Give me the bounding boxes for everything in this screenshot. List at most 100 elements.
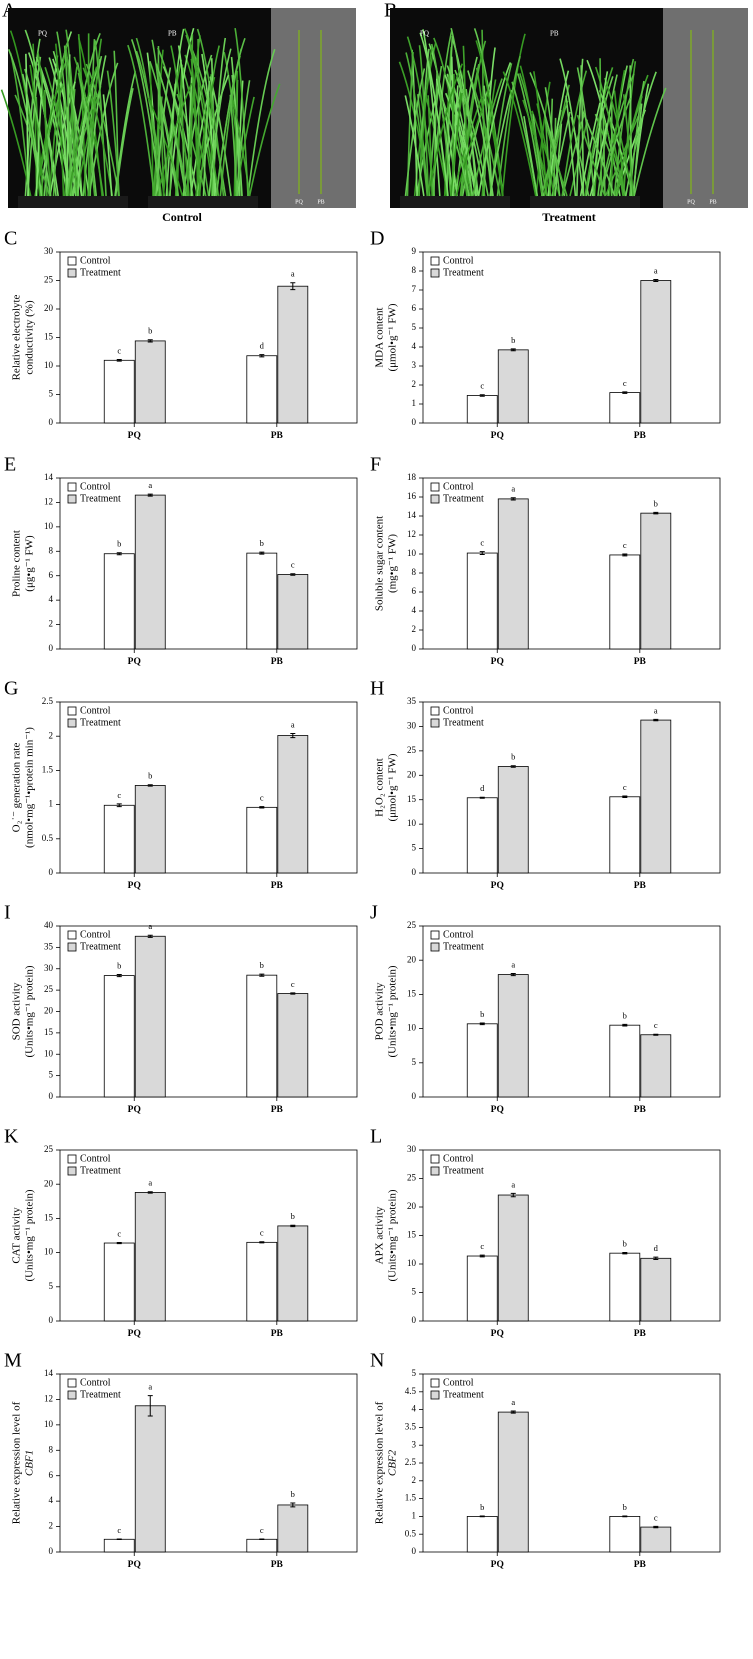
legend-label: Control	[80, 1153, 111, 1164]
grass-blade	[604, 77, 634, 197]
plot-frame	[59, 701, 358, 874]
y-tick-label: 8	[412, 567, 417, 577]
grass-blade	[151, 39, 169, 197]
y-tick-label: 8	[412, 265, 417, 275]
grass-blade	[544, 118, 552, 197]
bar	[609, 1516, 641, 1553]
y-tick-label: 5	[49, 1070, 54, 1080]
y-tick-label: 0.5	[405, 1528, 417, 1538]
grass-blade	[477, 62, 512, 197]
y-axis-label: CBF2	[387, 1449, 399, 1476]
grass-blade	[37, 52, 52, 197]
y-tick-label: 8	[49, 1444, 54, 1454]
bar	[277, 574, 309, 650]
error-bar	[259, 806, 265, 809]
strip-label: PQ	[687, 199, 695, 205]
grass-blade	[450, 92, 463, 197]
bar	[497, 766, 529, 874]
grass-blade	[633, 87, 667, 197]
photo-strip	[271, 8, 356, 208]
y-tick-label: 12	[44, 496, 53, 506]
error-bar	[510, 765, 516, 768]
panel-letter: E	[4, 454, 16, 476]
bar	[277, 993, 309, 1098]
plant-label: PB	[550, 30, 559, 38]
plot-frame	[59, 1149, 358, 1322]
significance-letter: d	[480, 783, 485, 793]
y-tick-label: 25	[407, 920, 417, 930]
grass-blade	[54, 43, 65, 197]
error-bar	[147, 339, 153, 343]
x-tick-label: PQ	[491, 1329, 504, 1339]
strip-label: PQ	[295, 199, 303, 205]
y-tick-label: 25	[44, 275, 54, 285]
grass-blade	[554, 123, 563, 197]
error-bar	[622, 1251, 628, 1255]
y-tick-label: 30	[407, 720, 417, 730]
y-tick-label: 1	[49, 799, 54, 809]
panel-letter: F	[370, 454, 381, 476]
error-bar	[622, 1023, 628, 1027]
significance-letter: b	[291, 1211, 295, 1221]
error-bar	[290, 1502, 296, 1508]
x-tick-label: PB	[634, 431, 647, 441]
x-tick-label: PB	[271, 1560, 284, 1570]
y-tick-label: 14	[44, 1368, 54, 1378]
y-tick-label: 30	[407, 1144, 417, 1154]
legend-swatch	[67, 1154, 77, 1164]
pot	[530, 196, 640, 208]
error-bar	[147, 934, 153, 938]
panel-letter: G	[4, 678, 18, 700]
error-bar	[479, 796, 485, 799]
y-tick-label: 15	[407, 1230, 417, 1240]
error-bar	[479, 551, 485, 555]
significance-letter: c	[117, 345, 121, 355]
error-bar	[116, 552, 122, 556]
plot-frame	[422, 251, 721, 424]
grass-blade	[613, 58, 635, 197]
bar	[277, 1225, 309, 1322]
bar	[609, 392, 641, 424]
grass-blade	[88, 38, 103, 197]
error-bar	[290, 1224, 296, 1228]
bar	[466, 1023, 498, 1098]
bar	[277, 735, 309, 874]
y-tick-label: 20	[44, 303, 54, 313]
panel-letter: K	[4, 1126, 19, 1148]
y-tick-label: 0	[49, 417, 54, 427]
grass-blade	[559, 58, 585, 197]
y-tick-label: 1	[412, 1510, 417, 1520]
y-tick-label: 1.5	[42, 764, 54, 774]
legend-label: Treatment	[80, 717, 121, 728]
y-tick-label: 0	[412, 1315, 417, 1325]
y-tick-label: 8	[49, 545, 54, 555]
legend-label: Control	[443, 481, 474, 492]
bar	[640, 1257, 672, 1322]
significance-letter: b	[623, 1010, 627, 1020]
y-axis-label: (μg•g⁻¹ FW)	[24, 535, 36, 592]
error-bar	[290, 282, 296, 291]
error-bar	[147, 784, 153, 787]
grass-blade	[517, 73, 543, 197]
significance-letter: c	[623, 540, 627, 550]
y-tick-label: 0	[412, 1546, 417, 1556]
y-tick-label: 6	[412, 586, 417, 596]
grass-blade	[561, 70, 588, 197]
bar	[466, 797, 498, 874]
plot-frame	[422, 925, 721, 1098]
y-tick-label: 14	[407, 510, 417, 520]
bar	[246, 1241, 278, 1322]
y-tick-label: 25	[407, 745, 417, 755]
panel-letter: I	[4, 902, 11, 924]
grass-blade	[536, 103, 555, 197]
error-bar	[116, 1538, 122, 1541]
grass-blade	[428, 65, 443, 197]
grass-blade	[67, 66, 98, 197]
grass-blade	[602, 111, 606, 197]
legend-label: Treatment	[443, 1165, 484, 1176]
grass-blade	[462, 45, 469, 197]
significance-letter: b	[480, 1009, 484, 1019]
legend-label: Treatment	[443, 1389, 484, 1400]
y-axis-label: Relative electrolyte	[11, 294, 23, 380]
y-tick-label: 20	[44, 1178, 54, 1188]
